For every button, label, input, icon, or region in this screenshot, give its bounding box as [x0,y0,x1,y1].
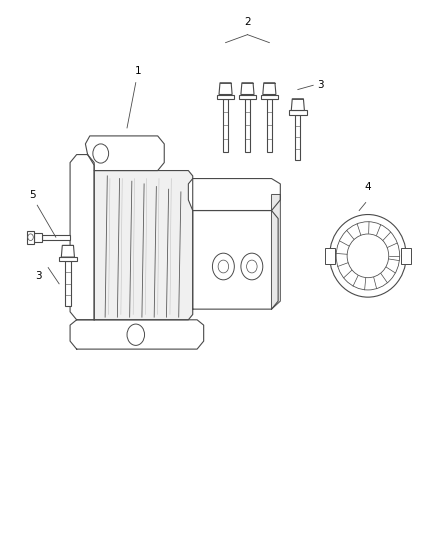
Polygon shape [59,257,77,261]
Polygon shape [261,94,278,99]
Polygon shape [85,136,164,171]
Circle shape [218,260,229,273]
Polygon shape [219,83,232,94]
Polygon shape [267,99,272,152]
Polygon shape [217,94,234,99]
Circle shape [241,253,263,280]
Ellipse shape [329,214,406,297]
Polygon shape [65,261,71,306]
Circle shape [247,260,257,273]
Circle shape [93,144,109,163]
Ellipse shape [336,222,399,290]
Polygon shape [188,179,280,211]
Text: 1: 1 [134,66,141,76]
Polygon shape [241,83,254,94]
Ellipse shape [347,234,389,278]
Polygon shape [263,83,276,94]
Circle shape [28,234,33,240]
Polygon shape [291,99,304,110]
Polygon shape [289,110,307,115]
Text: 2: 2 [244,17,251,27]
Polygon shape [272,195,280,309]
Polygon shape [245,99,250,152]
Text: 5: 5 [29,190,36,200]
Circle shape [127,324,145,345]
Text: 3: 3 [318,80,324,90]
Text: 3: 3 [35,271,42,280]
Polygon shape [35,233,42,241]
Bar [325,248,335,264]
Polygon shape [94,171,193,320]
Text: 4: 4 [364,182,371,192]
Polygon shape [61,245,74,257]
Polygon shape [42,235,70,239]
Polygon shape [193,211,278,309]
Polygon shape [70,320,204,349]
Polygon shape [239,94,256,99]
Circle shape [212,253,234,280]
Polygon shape [295,115,300,160]
Polygon shape [223,99,228,152]
Bar [401,248,411,264]
Polygon shape [70,155,94,320]
Polygon shape [27,230,35,244]
